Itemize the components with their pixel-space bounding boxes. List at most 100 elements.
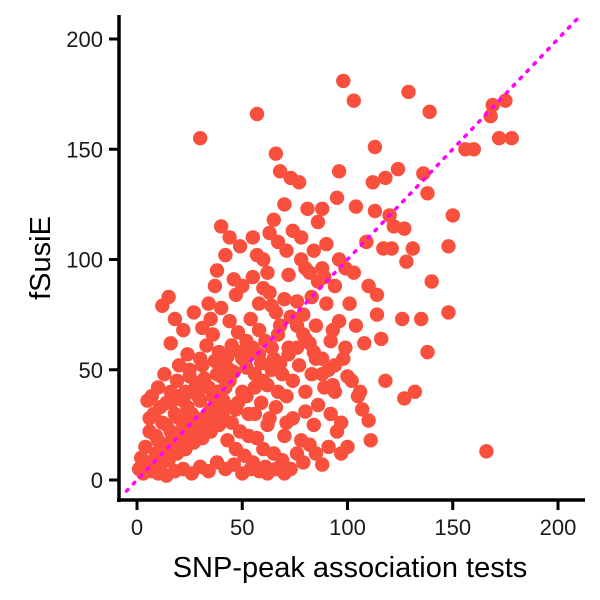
data-point — [422, 104, 437, 120]
reference-line — [124, 15, 581, 493]
data-point — [416, 166, 431, 181]
data-point — [270, 384, 286, 399]
data-point — [491, 131, 507, 146]
data-point — [289, 294, 305, 309]
data-point — [214, 395, 229, 410]
data-point — [243, 311, 258, 327]
data-point — [182, 362, 197, 377]
data-point — [420, 344, 435, 360]
data-point — [163, 424, 178, 439]
data-point — [180, 347, 195, 362]
data-point — [251, 322, 267, 338]
data-point — [207, 353, 223, 369]
x-tick-label: 150 — [434, 515, 471, 540]
data-point — [294, 252, 309, 267]
data-point — [306, 417, 321, 433]
data-point — [268, 400, 284, 415]
data-point — [441, 239, 456, 254]
data-point — [327, 358, 343, 373]
data-point — [262, 285, 277, 300]
data-point — [262, 225, 277, 241]
data-point — [424, 274, 439, 289]
data-point — [310, 397, 326, 413]
data-point — [186, 305, 201, 320]
data-point — [232, 239, 248, 254]
data-point — [249, 106, 265, 122]
data-point — [346, 93, 361, 108]
data-point — [249, 247, 265, 263]
data-point — [342, 296, 357, 311]
data-point — [205, 327, 220, 342]
data-point — [232, 344, 248, 360]
data-point — [171, 389, 187, 404]
data-point — [291, 358, 307, 373]
data-point — [203, 311, 218, 327]
data-point — [308, 446, 324, 461]
data-point — [260, 265, 275, 280]
y-tick-label: 50 — [79, 358, 103, 383]
data-point — [384, 241, 399, 256]
y-tick-label: 0 — [91, 468, 103, 493]
data-point — [285, 223, 300, 238]
data-point — [150, 433, 166, 448]
data-point — [209, 263, 225, 278]
data-point — [235, 278, 250, 294]
y-tick-label: 150 — [66, 137, 103, 162]
data-point — [222, 314, 237, 329]
data-point — [277, 466, 292, 481]
data-point — [407, 384, 423, 399]
data-point — [331, 164, 347, 179]
data-point — [304, 367, 319, 382]
data-point — [390, 161, 406, 177]
data-point — [401, 84, 416, 100]
data-point — [291, 175, 307, 190]
data-point — [348, 199, 364, 214]
data-point — [315, 457, 330, 472]
x-tick-label: 200 — [540, 515, 577, 540]
data-point — [176, 322, 191, 338]
data-point — [374, 331, 389, 347]
data-point — [336, 73, 351, 89]
data-point — [367, 139, 383, 155]
data-point — [163, 336, 178, 351]
data-point — [268, 305, 284, 320]
data-point — [193, 131, 208, 146]
data-point — [441, 305, 456, 320]
data-point — [241, 406, 256, 422]
data-point — [420, 186, 435, 201]
data-point — [264, 340, 279, 355]
data-point — [327, 278, 343, 294]
data-point — [352, 384, 368, 399]
data-point — [176, 417, 191, 433]
data-point — [399, 254, 414, 269]
data-point — [504, 131, 519, 146]
data-point — [167, 406, 183, 422]
data-point — [321, 439, 336, 455]
data-point — [161, 289, 176, 305]
data-point — [308, 318, 324, 333]
data-point — [277, 292, 292, 307]
data-point — [397, 391, 412, 406]
data-point — [157, 367, 172, 382]
data-point — [254, 395, 269, 410]
data-point — [327, 384, 343, 399]
data-point — [277, 428, 292, 444]
y-tick-label: 100 — [66, 248, 103, 273]
data-point — [306, 243, 321, 258]
data-point — [323, 406, 338, 422]
data-point — [479, 444, 494, 459]
data-point — [323, 333, 338, 349]
data-point — [281, 267, 296, 283]
data-point — [302, 265, 317, 280]
data-point — [144, 389, 159, 404]
data-point — [197, 378, 212, 393]
data-point — [405, 241, 420, 256]
data-point — [214, 219, 229, 234]
data-point — [222, 362, 237, 377]
data-point — [245, 269, 260, 285]
data-point — [230, 325, 246, 340]
data-point — [340, 439, 355, 455]
y-axis-ticks: 0 50 100 150 200 — [66, 27, 119, 493]
data-point — [159, 395, 174, 410]
